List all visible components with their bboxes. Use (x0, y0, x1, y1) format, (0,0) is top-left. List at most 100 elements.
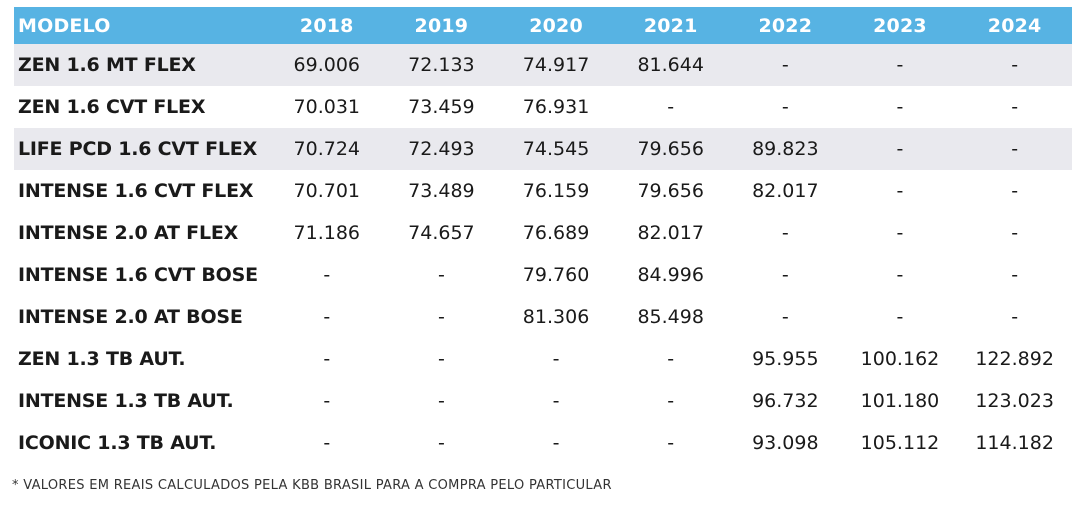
header-year-2018: 2018 (299, 14, 354, 37)
price-cell-2022: 93.098 (752, 432, 819, 454)
price-table: MODELO 2018 2019 2020 2021 2022 2023 202… (14, 7, 1072, 464)
price-cell-2019: - (437, 348, 445, 370)
header-year-2024: 2024 (987, 14, 1042, 37)
price-cell-2021: 79.656 (637, 180, 704, 202)
price-cell-2020: 79.760 (522, 264, 590, 286)
table-row: ZEN 1.6 MT FLEX 69.006 72.133 74.917 81.644-… (14, 44, 1072, 86)
price-cell-2024: 114.182 (975, 432, 1054, 454)
price-cell-2024: - (957, 128, 1072, 170)
price-cell-2022: - (728, 44, 843, 86)
price-cell-2022: - (781, 222, 789, 244)
price-cell-2022: 82.017 (752, 180, 819, 202)
model-name-cell: INTENSE 2.0 AT BOSE (18, 306, 243, 328)
price-cell-2022: - (781, 264, 789, 286)
price-cell-2018: - (323, 432, 331, 454)
price-cell-2021: - (667, 390, 675, 412)
price-cell-2023: - (842, 44, 958, 86)
price-cell-2019: 72.133 (384, 44, 499, 86)
price-cell-2019: - (437, 432, 445, 454)
price-cell-2020: 74.545 (498, 128, 614, 170)
price-cell-2020: 74.917 (498, 44, 614, 86)
header-year-2020: 2020 (529, 14, 583, 37)
price-cell-2023: - (896, 180, 904, 202)
footnote: * VALORES EM REAIS CALCULADOS PELA KBB B… (12, 478, 612, 493)
price-cell-2021: 85.498 (637, 306, 704, 328)
model-name-cell: INTENSE 1.6 CVT BOSE (18, 264, 258, 286)
table-row: ZEN 1.3 TB AUT. - - - - 95.955 100.162 122.892 (14, 338, 1072, 380)
price-cell-2023: 100.162 (860, 348, 940, 370)
price-cell-2018: - (323, 306, 331, 328)
table-row: INTENSE 2.0 AT BOSE - - 81.306 85.498 - - - (14, 296, 1072, 338)
price-cell-2020: - (552, 348, 560, 370)
price-cell-2019: - (437, 390, 445, 412)
price-cell-2024: - (1011, 306, 1019, 328)
price-cell-2021: 81.644 (613, 44, 728, 86)
price-table-container: MODELO 2018 2019 2020 2021 2022 2023 202… (14, 7, 1072, 464)
model-name-cell: ICONIC 1.3 TB AUT. (18, 432, 217, 454)
price-cell-2022: 95.955 (752, 348, 819, 370)
price-cell-2018: - (323, 390, 331, 412)
table-row: LIFE PCD 1.6 CVT FLEX 70.724 72.493 74.545 7… (14, 128, 1072, 170)
header-row: MODELO 2018 2019 2020 2021 2022 2023 202… (14, 7, 1072, 44)
price-cell-2021: - (667, 96, 675, 118)
model-name-cell: INTENSE 1.6 CVT FLEX (18, 180, 254, 202)
price-cell-2023: - (896, 96, 904, 118)
price-cell-2022: - (781, 306, 789, 328)
price-cell-2021: 82.017 (637, 222, 704, 244)
table-row: INTENSE 1.3 TB AUT. - - - - 96.732 101.180 123.… (14, 380, 1072, 422)
price-cell-2023: - (896, 306, 904, 328)
price-cell-2021: 84.996 (637, 264, 704, 286)
model-name-cell: LIFE PCD 1.6 CVT FLEX (14, 128, 270, 170)
model-name-cell: ZEN 1.3 TB AUT. (18, 348, 186, 370)
price-cell-2019: 72.493 (384, 128, 499, 170)
price-cell-2022: - (781, 96, 789, 118)
price-cell-2018: 70.724 (269, 128, 385, 170)
price-cell-2022: 89.823 (728, 128, 843, 170)
price-cell-2021: 79.656 (613, 128, 728, 170)
table-body: ZEN 1.6 MT FLEX 69.006 72.133 74.917 81.644-… (14, 44, 1072, 464)
price-cell-2024: 123.023 (975, 390, 1054, 412)
price-cell-2020: 76.159 (522, 180, 590, 202)
price-cell-2024: - (1011, 96, 1019, 118)
price-cell-2024: - (1011, 180, 1019, 202)
table-row: INTENSE 1.6 CVT FLEX 70.701 73.489 76.159 79… (14, 170, 1072, 212)
price-cell-2019: - (437, 264, 445, 286)
price-cell-2022: 96.732 (752, 390, 819, 412)
model-name-cell: ZEN 1.6 CVT FLEX (18, 96, 206, 118)
price-cell-2024: 122.892 (975, 348, 1054, 370)
price-cell-2021: - (667, 432, 675, 454)
table-header: MODELO 2018 2019 2020 2021 2022 2023 202… (14, 7, 1072, 44)
header-year-2023: 2023 (873, 14, 927, 37)
table-row: ICONIC 1.3 TB AUT. - - - - 93.098 105.112 114.1… (14, 422, 1072, 464)
price-cell-2020: - (552, 390, 560, 412)
price-cell-2019: 73.459 (408, 96, 475, 118)
price-cell-2019: - (437, 306, 445, 328)
header-year-2019: 2019 (414, 14, 469, 37)
price-cell-2024: - (1011, 264, 1019, 286)
price-cell-2023: - (842, 128, 958, 170)
model-name-cell: INTENSE 2.0 AT FLEX (18, 222, 239, 244)
price-cell-2020: 81.306 (522, 306, 590, 328)
price-cell-2018: 70.031 (293, 96, 360, 118)
price-cell-2020: 76.931 (522, 96, 590, 118)
price-cell-2020: - (552, 432, 560, 454)
header-model: MODELO (18, 14, 111, 37)
model-name-cell: INTENSE 1.3 TB AUT. (18, 390, 234, 412)
price-cell-2018: - (323, 348, 331, 370)
price-cell-2023: - (896, 222, 904, 244)
price-cell-2018: - (323, 264, 331, 286)
price-cell-2024: - (957, 44, 1072, 86)
price-cell-2020: 76.689 (522, 222, 590, 244)
price-cell-2018: 69.006 (269, 44, 385, 86)
price-cell-2023: 101.180 (860, 390, 940, 412)
price-cell-2023: - (896, 264, 904, 286)
table-row: INTENSE 2.0 AT FLEX 71.186 74.657 76.689 82.… (14, 212, 1072, 254)
price-cell-2023: 105.112 (860, 432, 940, 454)
price-cell-2019: 73.489 (408, 180, 475, 202)
table-row: INTENSE 1.6 CVT BOSE - - 79.760 84.996 - - - (14, 254, 1072, 296)
price-cell-2024: - (1011, 222, 1019, 244)
price-cell-2018: 71.186 (293, 222, 360, 244)
price-cell-2021: - (667, 348, 675, 370)
table-row: ZEN 1.6 CVT FLEX 70.031 73.459 76.931 - - - - (14, 86, 1072, 128)
header-year-2021: 2021 (643, 14, 698, 37)
